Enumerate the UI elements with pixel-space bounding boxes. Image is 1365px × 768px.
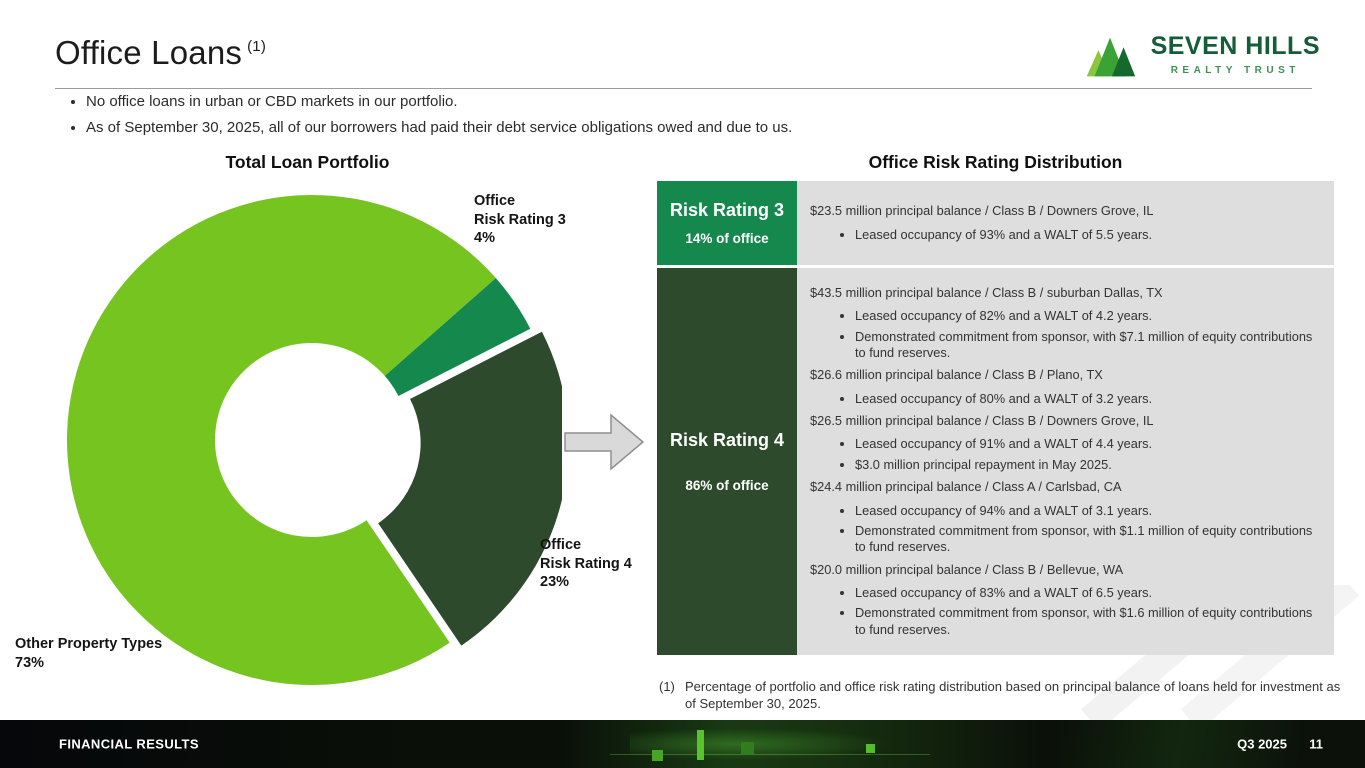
risk-row-0: Risk Rating 3 14% of office $23.5 million … [657,181,1334,265]
callout-line: Office [474,193,516,209]
callout-line: Other Property Types [15,636,163,652]
loan-heading: $26.5 million principal balance / Class … [810,413,1154,429]
loan-bullets: Leased occupancy of 82% and a WALT of 4.… [810,304,1318,361]
footer-decoration [652,750,663,761]
chart-title: Total Loan Portfolio [225,152,390,172]
table-title: Office Risk Rating Distribution [868,152,1123,172]
footer-decoration [1060,720,1300,768]
intro-bullet: No office loans in urban or CBD markets … [86,92,792,112]
footer-decoration [741,742,754,755]
mountain-right [1111,47,1135,77]
footnote-marker: (1) [659,679,675,694]
loan-heading: $24.4 million principal balance / Class … [810,479,1122,495]
footer-quarter-label: Q3 2025 [1237,736,1287,752]
donut-slice-0 [384,277,531,396]
donut-callout-risk-rating-3: Office Risk Rating 3 4% [474,192,566,248]
donut-slice-1 [378,331,562,646]
footer-decoration [630,728,890,760]
risk-row-1: Risk Rating 4 86% of office $43.5 million … [657,268,1334,655]
title-divider [55,88,1312,89]
callout-line: 73% [15,654,45,671]
loan-bullets: Leased occupancy of 83% and a WALT of 6.… [810,581,1318,638]
rating-detail-cell: $23.5 million principal balance / Class … [797,181,1334,265]
rating-percentage: 86% of office [685,478,769,494]
callout-line: Office [540,537,582,553]
rating-percentage: 14% of office [685,230,769,246]
loan-bullet: Demonstrated commitment from sponsor, wi… [855,329,1318,362]
loan-bullet: Leased occupancy of 83% and a WALT of 6.… [855,585,1318,601]
footer-results-label: FINANCIAL RESULTS [59,736,199,752]
logo-company-subtitle: REALTY TRUST [1170,65,1300,76]
donut-slice-2 [66,194,496,685]
loan-bullets: Leased occupancy of 93% and a WALT of 5.… [810,223,1318,243]
loan-heading: $20.0 million principal balance / Class … [810,561,1124,577]
company-logo: SEVEN HILLS REALTY TRUST [1079,32,1320,78]
callout-line: Risk Rating 4 [540,555,632,572]
footer-page-number: 11 [1309,736,1323,752]
rating-detail-cell: $43.5 million principal balance / Class … [797,268,1334,655]
intro-bullets: No office loans in urban or CBD markets … [64,92,792,145]
loan-bullet: Demonstrated commitment from sponsor, wi… [855,605,1318,638]
logo-company-name: SEVEN HILLS [1150,32,1320,60]
loan-bullet: Leased occupancy of 93% and a WALT of 5.… [855,227,1318,243]
logo-mountains-icon [1086,37,1135,77]
footnote: (1) Percentage of portfolio and office r… [659,678,1345,712]
rating-label: Risk Rating 3 [669,200,785,221]
callout-line: 4% [474,230,495,246]
loan-bullet: Leased occupancy of 94% and a WALT of 3.… [855,503,1318,519]
loan-bullets: Leased occupancy of 80% and a WALT of 3.… [810,387,1318,407]
risk-table: Risk Rating 3 14% of office $23.5 million … [657,181,1334,655]
loan-bullet: Leased occupancy of 82% and a WALT of 4.… [855,308,1318,324]
donut-callout-other-property-types: Other Property Types 73% [15,635,162,672]
page-title: Office Loans (1) [55,34,266,72]
loan-bullet: Demonstrated commitment from sponsor, wi… [855,523,1318,556]
loan-heading: $43.5 million principal balance / Class … [810,284,1163,300]
footer-decoration [560,720,1040,768]
footer-bar: FINANCIAL RESULTS Q3 2025 11 [0,720,1365,768]
rating-label: Risk Rating 4 [669,429,785,450]
loan-heading: $26.6 million principal balance / Class … [810,367,1103,383]
callout-line: Risk Rating 3 [474,211,566,228]
footnote-text: Percentage of portfolio and office risk … [685,679,1341,712]
rating-cell: Risk Rating 3 14% of office [657,181,797,265]
loan-bullet: $3.0 million principal repayment in May … [855,457,1318,473]
loan-bullets: Leased occupancy of 94% and a WALT of 3.… [810,499,1318,556]
loan-bullet: Leased occupancy of 91% and a WALT of 4.… [855,436,1318,452]
arrow-shape [564,413,645,471]
donut-callout-risk-rating-4: Office Risk Rating 4 23% [540,536,632,592]
footer-decoration [610,754,930,755]
donut-chart [66,194,562,685]
loan-bullets: Leased occupancy of 91% and a WALT of 4.… [810,432,1318,473]
flow-arrow-icon [564,413,645,471]
rating-cell: Risk Rating 4 86% of office [657,268,797,655]
callout-line: 23% [540,574,570,590]
page-title-superscript: (1) [247,38,267,55]
logo-text: SEVEN HILLS REALTY TRUST [1150,32,1320,77]
footer-decoration [866,744,875,753]
loan-bullet: Leased occupancy of 80% and a WALT of 3.… [855,391,1318,407]
intro-bullet: As of September 30, 2025, all of our bor… [86,118,792,138]
page-title-text: Office Loans [55,34,243,71]
loan-heading: $23.5 million principal balance / Class … [810,203,1154,219]
footer-decoration [697,730,704,760]
